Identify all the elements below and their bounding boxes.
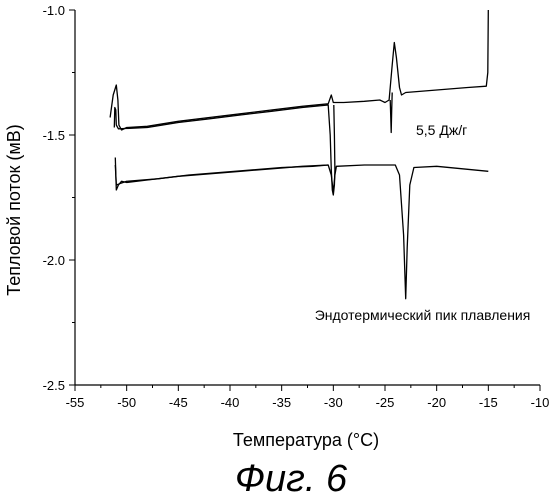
y-tick-label: -1.5 [43, 128, 65, 143]
x-tick-label: -15 [479, 395, 498, 410]
x-tick-label: -55 [66, 395, 85, 410]
axes: -55 -50 -45 -40 -35 -30 -25 -20 -15 -10 -2.5 -2.0 -1… [43, 3, 550, 410]
series-line-4 [115, 165, 328, 185]
series-line-5 [390, 93, 392, 133]
x-axis-title: Температура (°C) [233, 430, 379, 450]
x-tick-label: -35 [272, 395, 291, 410]
x-tick-label: -45 [169, 395, 188, 410]
x-tick-label: -40 [221, 395, 240, 410]
x-tick-label: -30 [324, 395, 343, 410]
figure-caption: Фиг. 6 [235, 458, 348, 499]
y-tick-label: -1.0 [43, 3, 65, 18]
annotation-2: Эндотермический пик плавления [315, 307, 531, 323]
x-tick-label: -25 [376, 395, 395, 410]
y-tick-label: -2.0 [43, 253, 65, 268]
y-tick-label: -2.5 [43, 378, 65, 393]
annotation-1: 5,5 Дж/г [416, 122, 467, 138]
series-line-2 [115, 158, 488, 299]
x-tick-label: -10 [531, 395, 550, 410]
series-line-3 [114, 105, 335, 195]
series-layer [110, 10, 488, 299]
annotation-layer: 5,5 Дж/г Эндотермический пик плавления [315, 122, 531, 323]
x-tick-label: -50 [117, 395, 136, 410]
x-tick-label: -20 [427, 395, 446, 410]
series-line-1 [110, 10, 488, 130]
y-axis-title: Тепловой поток (мВ) [4, 124, 24, 296]
